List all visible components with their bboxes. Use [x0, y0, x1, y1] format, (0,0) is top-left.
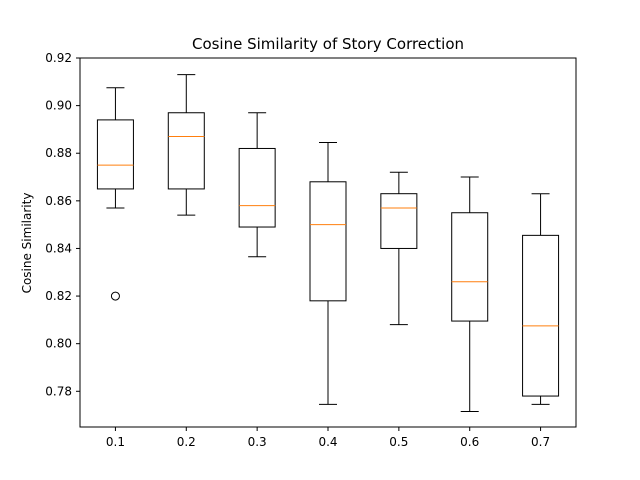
box-iqr — [380, 193, 418, 249]
box-iqr — [167, 112, 205, 190]
y-axis-label: Cosine Similarity — [20, 193, 34, 294]
x-tick-label: 0.5 — [389, 435, 408, 449]
y-tick-label: 0.82 — [45, 289, 72, 303]
chart-title: Cosine Similarity of Story Correction — [192, 35, 464, 53]
box-iqr — [522, 234, 560, 397]
outlier-point — [110, 291, 120, 301]
y-tick-label: 0.88 — [45, 146, 72, 160]
y-tick-label: 0.92 — [45, 51, 72, 65]
box-iqr — [238, 147, 276, 228]
box-iqr — [309, 181, 347, 302]
y-tick-label: 0.84 — [45, 241, 72, 255]
box-iqr — [451, 212, 489, 322]
x-tick-label: 0.1 — [106, 435, 125, 449]
y-tick-label: 0.80 — [45, 337, 72, 351]
x-tick-label: 0.7 — [531, 435, 550, 449]
axes-frame — [79, 57, 577, 428]
box-iqr — [96, 119, 134, 190]
plot-area: 0.78 0.80 0.82 0.84 0.86 0.88 0.90 0.92 0.1 0.2 0.… — [45, 51, 560, 449]
y-tick-label: 0.78 — [45, 384, 72, 398]
x-tick-label: 0.3 — [248, 435, 267, 449]
x-tick-label: 0.6 — [460, 435, 479, 449]
x-tick-label: 0.4 — [318, 435, 337, 449]
y-tick-label: 0.90 — [45, 99, 72, 113]
x-tick-label: 0.2 — [177, 435, 196, 449]
y-tick-label: 0.86 — [45, 194, 72, 208]
